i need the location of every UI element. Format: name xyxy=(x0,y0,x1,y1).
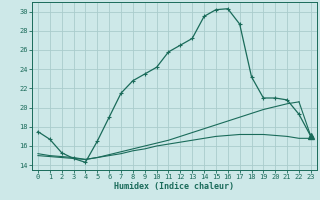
X-axis label: Humidex (Indice chaleur): Humidex (Indice chaleur) xyxy=(115,182,234,191)
